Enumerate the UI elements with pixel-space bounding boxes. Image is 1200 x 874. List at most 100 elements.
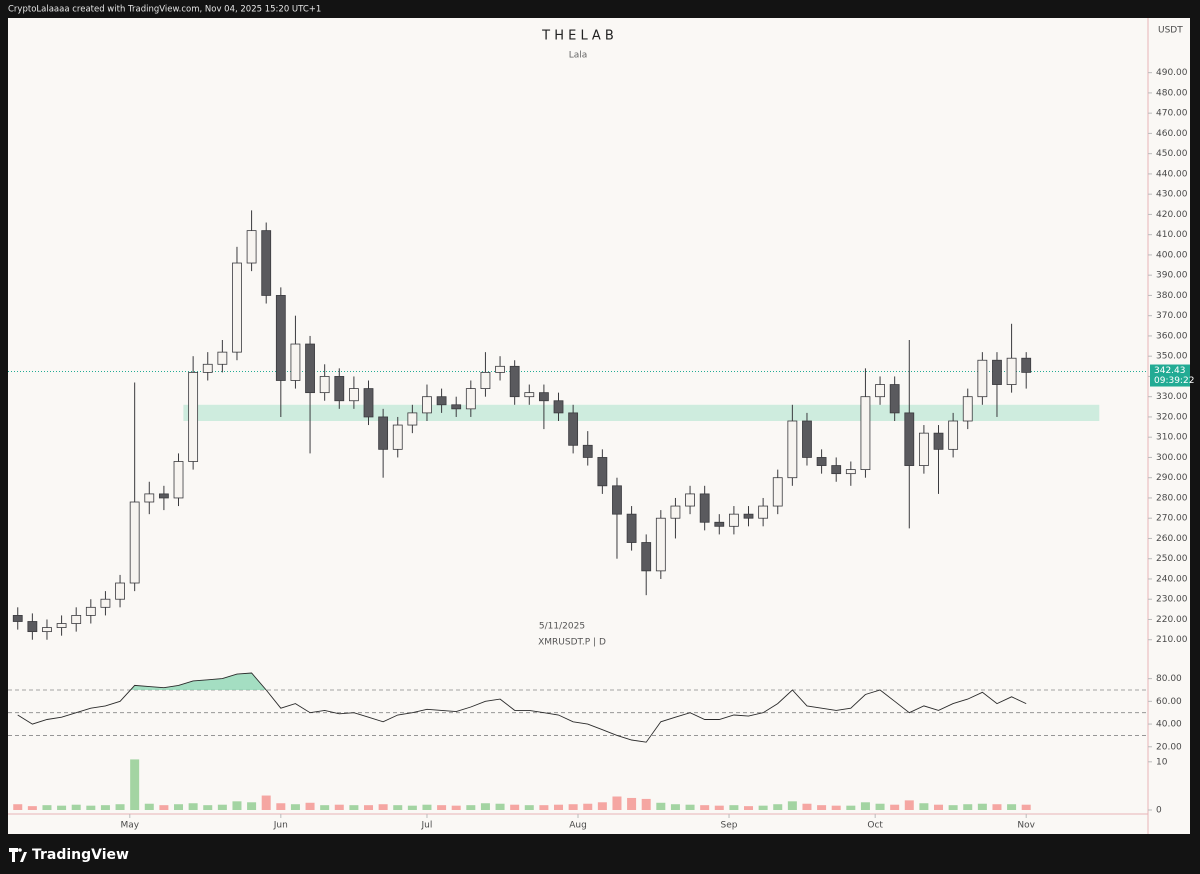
volume-bar	[349, 805, 359, 810]
volume-bar	[276, 803, 286, 810]
volume-bar	[495, 803, 505, 810]
y-tick-label: 390.00	[1156, 271, 1188, 281]
candle-body	[641, 542, 652, 572]
candle-body	[56, 623, 67, 628]
volume-bar	[890, 804, 900, 810]
y-tick-label: 220.00	[1156, 615, 1188, 625]
volume-bar	[963, 804, 973, 810]
brand-icon	[9, 848, 27, 862]
volume-bar	[393, 805, 403, 810]
volume-bar	[583, 803, 593, 810]
volume-bar	[510, 804, 520, 810]
volume-bar	[1007, 804, 1017, 810]
volume-bar	[159, 805, 169, 810]
volume-bar	[422, 804, 432, 810]
volume-bar	[188, 803, 198, 810]
volume-bar	[744, 806, 754, 810]
y-tick-label: 360.00	[1156, 331, 1188, 341]
candle-body	[27, 621, 38, 633]
candle-body	[670, 505, 681, 519]
y-tick-label: 280.00	[1156, 493, 1188, 503]
volume-bar	[100, 805, 110, 810]
candle-body	[524, 392, 535, 398]
volume-bar	[115, 804, 125, 810]
candle-body	[860, 396, 871, 471]
brand-name: TradingView	[32, 847, 129, 863]
candle-body	[407, 412, 418, 426]
candle-body	[875, 384, 885, 398]
candle-body	[436, 396, 447, 406]
volume-bar	[875, 803, 885, 810]
candle-body	[612, 485, 622, 515]
candle-body	[845, 469, 856, 475]
rsi-tick-label: 40.00	[1156, 720, 1182, 730]
candle-body	[319, 376, 330, 394]
volume-bar	[144, 803, 154, 810]
candle-body	[977, 359, 988, 398]
volume-bar	[1021, 804, 1031, 810]
candle-body	[992, 359, 1002, 385]
y-tick-label: 250.00	[1156, 554, 1188, 564]
volume-bar	[407, 805, 417, 810]
volume-bar	[480, 803, 490, 810]
volume-bar	[247, 802, 257, 810]
volume-bar	[568, 804, 578, 810]
volume-bar	[948, 805, 958, 810]
candle-body	[714, 521, 725, 527]
watermark-date: 5/11/2025	[539, 622, 585, 632]
x-tick-label: May	[120, 821, 139, 831]
volume-bar	[13, 804, 23, 810]
x-tick-label: Sep	[721, 821, 738, 831]
volume-bar	[831, 805, 841, 810]
candle-body	[904, 412, 915, 466]
volume-bar	[203, 805, 213, 810]
volume-bar	[714, 805, 724, 810]
countdown-label: 09:39:22	[1154, 376, 1194, 386]
volume-bar	[261, 795, 271, 810]
y-tick-label: 440.00	[1156, 169, 1188, 179]
volume-bar	[451, 805, 461, 810]
candle-body	[290, 343, 301, 381]
candle-body	[802, 420, 812, 458]
candle-body	[758, 505, 769, 519]
y-tick-label: 470.00	[1156, 109, 1188, 119]
candle-body	[305, 343, 315, 394]
volume-bar	[539, 805, 549, 810]
candle-body	[728, 513, 739, 527]
volume-bar	[437, 805, 447, 810]
candle-body	[12, 615, 23, 622]
chart-subtitle: Lala	[569, 51, 588, 61]
volume-bar	[904, 800, 914, 810]
volume-bar	[466, 805, 476, 810]
candle-body	[509, 365, 520, 398]
y-tick-label: 330.00	[1156, 392, 1188, 402]
candle-body	[275, 295, 286, 381]
candle-body	[217, 351, 228, 365]
y-tick-label: 430.00	[1156, 190, 1188, 200]
rsi-tick-label: 20.00	[1156, 742, 1182, 752]
volume-bar	[641, 798, 651, 810]
header: CryptoLalaaaa created with TradingView.c…	[8, 5, 321, 15]
candle-body	[495, 365, 505, 373]
x-tick-label: Nov	[1017, 821, 1035, 831]
volume-bar	[71, 804, 81, 810]
brand-icon-dot	[18, 848, 22, 852]
candle-body	[173, 461, 184, 499]
y-tick-label: 290.00	[1156, 473, 1188, 483]
y-tick-label: 370.00	[1156, 311, 1188, 321]
y-tick-label: 260.00	[1156, 534, 1188, 544]
volume-bar	[378, 804, 388, 810]
candle-body	[42, 627, 52, 633]
candle-body	[655, 517, 666, 572]
candle-body	[553, 400, 564, 414]
volume-bar	[729, 805, 739, 810]
candle-body	[743, 513, 754, 519]
rsi-line	[17, 672, 1027, 743]
volume-bar	[627, 797, 637, 810]
candle-body	[261, 230, 272, 296]
x-tick-label: Aug	[569, 821, 587, 831]
volume-bar	[554, 804, 564, 810]
candle-body	[962, 396, 973, 422]
candle-body	[831, 465, 842, 475]
chart-panel	[8, 18, 1190, 834]
